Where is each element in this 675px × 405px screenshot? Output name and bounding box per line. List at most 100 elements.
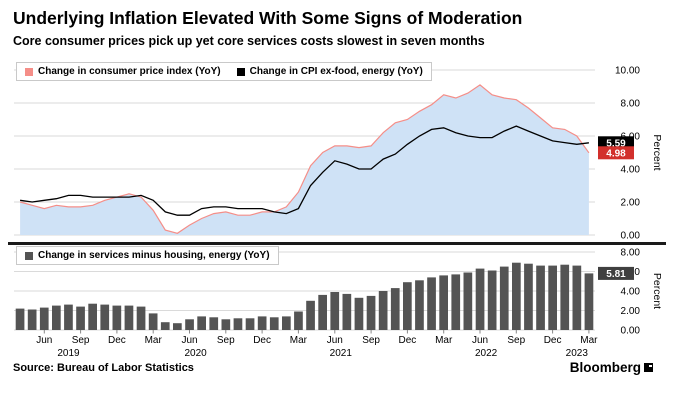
bar bbox=[330, 292, 340, 330]
bar bbox=[233, 318, 243, 330]
bar bbox=[512, 262, 521, 330]
x-tick-label: Jun bbox=[181, 335, 197, 346]
bar bbox=[572, 265, 582, 330]
bar bbox=[524, 263, 533, 330]
services-series-label: Change in services minus housing, energy… bbox=[38, 250, 270, 261]
bar bbox=[342, 293, 352, 330]
legend-top-chart: Change in consumer price index (YoY) Cha… bbox=[16, 62, 432, 81]
x-tick-label: Dec bbox=[399, 335, 417, 346]
bar bbox=[378, 291, 388, 330]
legend-item-cpi: Change in consumer price index (YoY) bbox=[25, 66, 221, 77]
x-tick-label: Mar bbox=[290, 335, 308, 346]
bar bbox=[245, 318, 255, 330]
x-tick-label: Dec bbox=[108, 335, 126, 346]
legend-item-core-cpi: Change in CPI ex-food, energy (YoY) bbox=[236, 66, 423, 77]
page-title: Underlying Inflation Elevated With Some … bbox=[13, 8, 523, 28]
services-series-swatch bbox=[25, 251, 33, 260]
x-tick-label: Dec bbox=[253, 335, 271, 346]
bar bbox=[52, 305, 61, 330]
bar bbox=[15, 308, 25, 330]
x-tick-label: Mar bbox=[580, 335, 598, 346]
bar bbox=[439, 275, 448, 330]
x-tick-label: Jun bbox=[36, 335, 52, 346]
bar bbox=[475, 268, 485, 330]
legend-bottom-chart: Change in services minus housing, energy… bbox=[16, 246, 279, 265]
cpi-series-swatch bbox=[25, 67, 33, 76]
bar bbox=[536, 265, 545, 330]
bar bbox=[257, 316, 267, 330]
bar bbox=[463, 272, 473, 330]
bar bbox=[282, 316, 291, 330]
bloomberg-wordmark: Bloomberg bbox=[569, 360, 641, 375]
y-tick-label: 8.00 bbox=[621, 248, 641, 259]
bar bbox=[173, 323, 182, 330]
bar bbox=[318, 294, 327, 330]
x-year-label: 2023 bbox=[566, 348, 589, 359]
x-tick-label: Mar bbox=[435, 335, 453, 346]
value-badge bbox=[598, 136, 634, 150]
x-tick-label: Dec bbox=[544, 335, 562, 346]
core-cpi-series-label: Change in CPI ex-food, energy (YoY) bbox=[249, 66, 423, 77]
y-tick-label: 0.00 bbox=[621, 326, 641, 337]
y-tick-label: 4.00 bbox=[621, 165, 641, 176]
bar bbox=[88, 303, 97, 330]
bar bbox=[390, 288, 400, 330]
bar bbox=[269, 317, 279, 330]
x-tick-label: Sep bbox=[72, 335, 90, 346]
bar bbox=[415, 280, 424, 330]
bar bbox=[427, 277, 436, 330]
bar bbox=[124, 305, 134, 330]
x-tick-label: Jun bbox=[472, 335, 488, 346]
bar bbox=[160, 322, 170, 330]
value-badge bbox=[598, 146, 634, 160]
bar bbox=[76, 306, 85, 330]
bloomberg-mark-icon bbox=[644, 363, 653, 372]
bar bbox=[294, 311, 303, 330]
legend-item-services: Change in services minus housing, energy… bbox=[25, 250, 270, 261]
bar bbox=[27, 309, 37, 330]
value-badge-text: 4.98 bbox=[606, 148, 626, 159]
x-tick-label: Sep bbox=[362, 335, 380, 346]
bar bbox=[112, 305, 122, 330]
page-subtitle: Core consumer prices pick up yet core se… bbox=[13, 34, 485, 48]
x-tick-label: Mar bbox=[145, 335, 163, 346]
y-axis-title: Percent bbox=[651, 134, 663, 170]
y-tick-label: 10.00 bbox=[615, 66, 640, 77]
bar bbox=[185, 319, 194, 330]
y-tick-label: 4.00 bbox=[621, 287, 641, 298]
core-cpi-line bbox=[20, 125, 589, 216]
x-year-label: 2020 bbox=[184, 348, 207, 359]
cpi-series-label: Change in consumer price index (YoY) bbox=[38, 66, 221, 77]
source-note: Source: Bureau of Labor Statistics bbox=[13, 362, 194, 374]
bar bbox=[136, 306, 146, 330]
bar bbox=[221, 319, 231, 330]
bar bbox=[366, 295, 376, 330]
y-tick-label: 2.00 bbox=[621, 198, 641, 209]
bar bbox=[451, 274, 461, 330]
bar bbox=[64, 304, 73, 330]
x-year-label: 2021 bbox=[330, 348, 353, 359]
y-tick-label: 8.00 bbox=[621, 99, 641, 110]
value-badge-text: 5.81 bbox=[606, 269, 626, 280]
x-tick-label: Sep bbox=[507, 335, 525, 346]
bar bbox=[403, 282, 412, 330]
core-cpi-series-swatch bbox=[236, 67, 245, 76]
x-tick-label: Jun bbox=[327, 335, 343, 346]
x-year-label: 2022 bbox=[475, 348, 498, 359]
x-tick-label: Sep bbox=[217, 335, 235, 346]
bar bbox=[197, 316, 206, 330]
bloomberg-logo: Bloomberg bbox=[570, 360, 653, 375]
bar bbox=[487, 270, 497, 330]
bar bbox=[499, 266, 509, 330]
x-year-label: 2019 bbox=[57, 348, 80, 359]
bar bbox=[148, 313, 158, 330]
y-tick-label: 2.00 bbox=[621, 306, 641, 317]
bar bbox=[100, 304, 110, 330]
bar bbox=[39, 307, 49, 330]
bar bbox=[584, 273, 594, 330]
value-badge-text: 5.59 bbox=[606, 138, 626, 149]
value-badge bbox=[598, 266, 634, 280]
